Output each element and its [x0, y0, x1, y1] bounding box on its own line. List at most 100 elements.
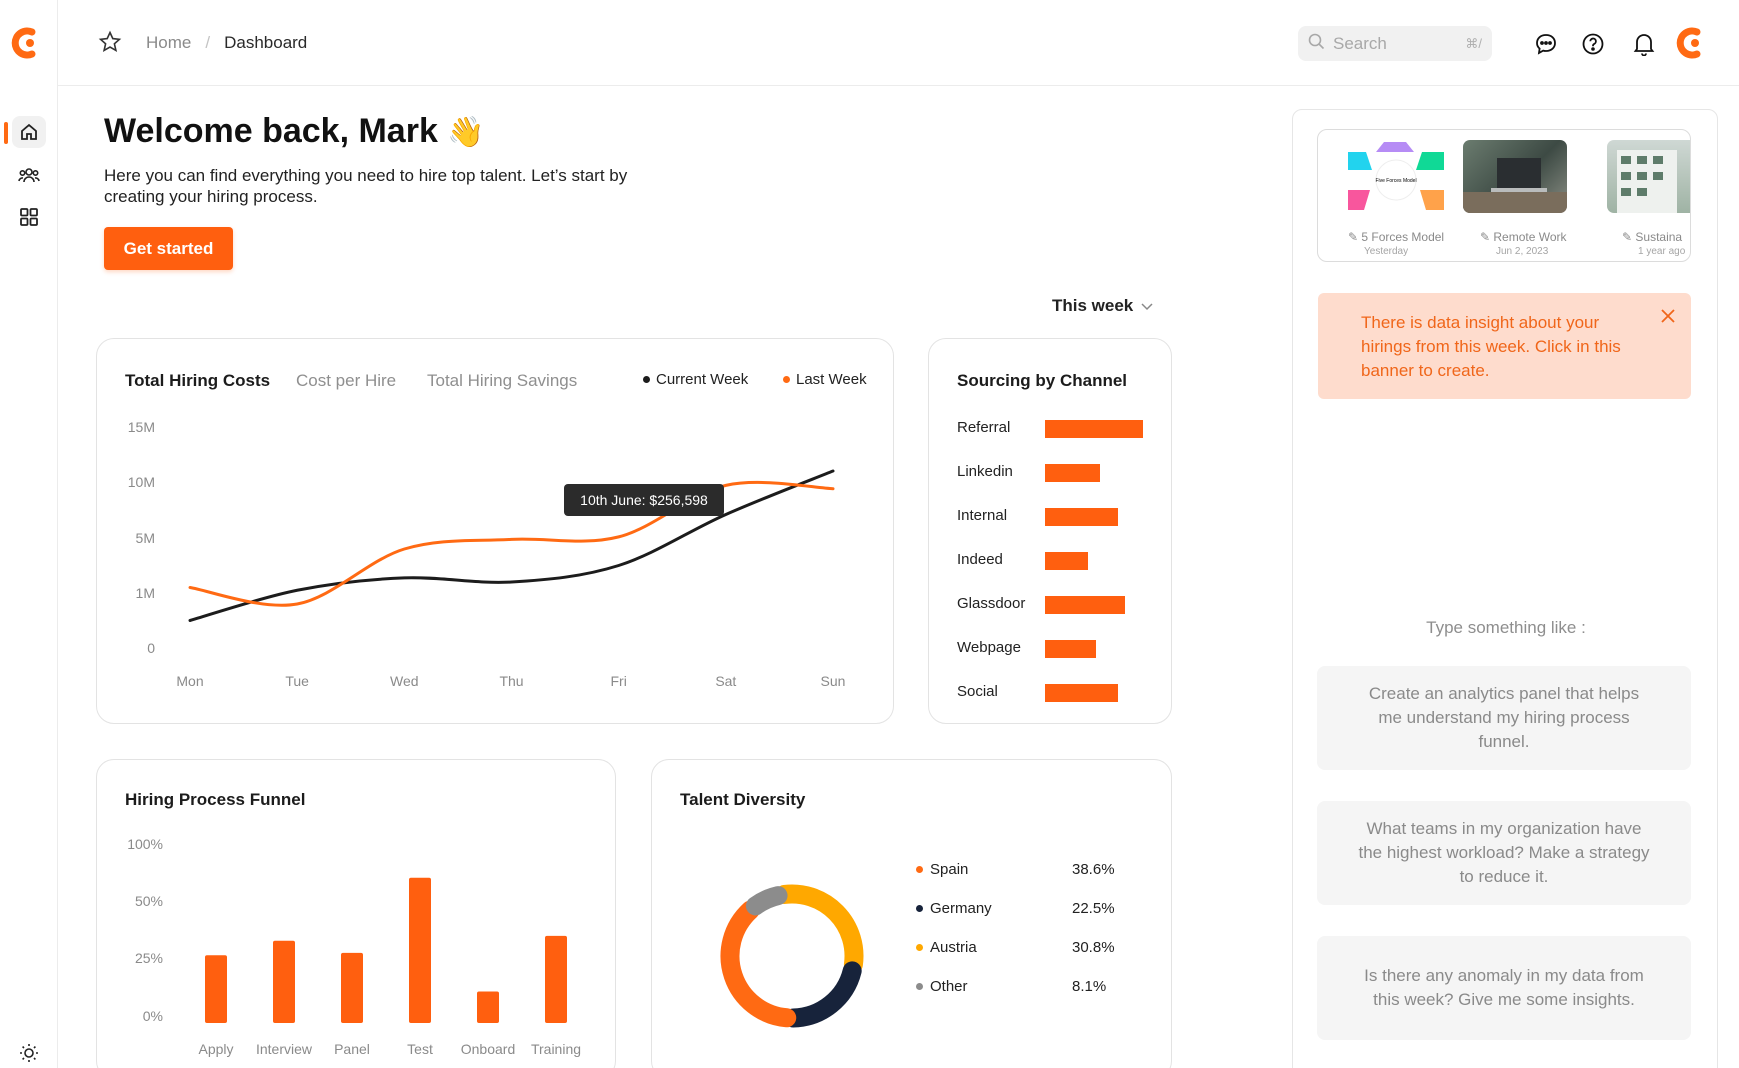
insight-text: There is data insight about your hirings…: [1361, 313, 1621, 380]
legend-value: 8.1%: [1072, 978, 1107, 995]
recent-item-date: 1 year ago: [1638, 246, 1686, 257]
home-icon[interactable]: [12, 116, 46, 148]
chevron-down-icon: [1141, 296, 1153, 316]
welcome-subtitle: Here you can find everything you need to…: [104, 166, 628, 206]
donut-slice-other: [745, 886, 788, 916]
recent-files-strip: Five Forces Model ✎ 5 Forces Model Yeste…: [1317, 129, 1691, 262]
legend-label: Spain: [930, 861, 969, 878]
recent-item-date: Jun 2, 2023: [1496, 246, 1549, 257]
channel-label: Indeed: [957, 551, 1003, 568]
page-title: Welcome back, Mark 👋: [104, 112, 485, 151]
star-icon[interactable]: [98, 30, 122, 59]
breadcrumb-current: Dashboard: [224, 33, 308, 52]
legend-label: Current Week: [656, 371, 749, 388]
insight-banner[interactable]: There is data insight about your hirings…: [1318, 293, 1691, 399]
x-tick-label: Panel: [334, 1041, 370, 1057]
y-tick-label: 10M: [128, 474, 155, 490]
breadcrumb: Home / Dashboard: [146, 33, 307, 53]
recent-item-label: ✎ Remote Work: [1480, 230, 1567, 244]
brand-logo-icon[interactable]: [10, 26, 44, 60]
thumb-sustainability[interactable]: [1607, 140, 1690, 213]
legend-value: 38.6%: [1072, 861, 1115, 878]
funnel-bar: [477, 991, 499, 1023]
diversity-title: Talent Diversity: [680, 790, 806, 809]
recent-item-date: Yesterday: [1364, 246, 1409, 257]
bell-icon[interactable]: [1630, 30, 1658, 58]
funnel-card: Hiring Process Funnel 100% 50% 25% 0% Apply I…: [96, 759, 616, 1068]
diversity-legend-item: Austria: [916, 939, 977, 956]
close-icon[interactable]: [1661, 309, 1675, 328]
tab-total-hiring-savings[interactable]: Total Hiring Savings: [427, 371, 578, 390]
nav-active-indicator: [4, 122, 8, 144]
funnel-bar: [273, 940, 295, 1023]
x-tick-label: Fri: [611, 673, 627, 689]
y-tick-label: 25%: [135, 950, 163, 966]
breadcrumb-separator: /: [205, 33, 211, 52]
funnel-title: Hiring Process Funnel: [125, 790, 306, 809]
x-tick-label: Sat: [715, 673, 736, 689]
breadcrumb-home-link[interactable]: Home: [146, 33, 192, 52]
get-started-button[interactable]: Get started: [104, 227, 233, 270]
legend-dot: [916, 983, 923, 990]
x-tick-label: Training: [531, 1041, 581, 1057]
apps-grid-icon[interactable]: [12, 201, 46, 233]
sourcing-card: Sourcing by Channel Referral Linkedin Inte…: [928, 338, 1172, 724]
series-line-current-week: [188, 469, 835, 622]
x-tick-label: Sun: [821, 673, 846, 689]
suggestion-hint: Type something like :: [1426, 618, 1586, 637]
legend-last-week: Last Week: [783, 371, 867, 388]
thumb-remote-work[interactable]: [1463, 140, 1567, 213]
y-tick-label: 0%: [143, 1008, 163, 1024]
channel-bar: [1045, 420, 1143, 438]
diversity-legend-item: Germany: [916, 900, 992, 917]
channel-bar: [1045, 684, 1118, 702]
recent-item-label: ✎ 5 Forces Model: [1348, 230, 1445, 244]
diversity-donut-chart: [720, 884, 864, 1028]
x-tick-label: Tue: [285, 673, 309, 689]
channel-label: Referral: [957, 419, 1011, 436]
search-box[interactable]: ⌘/: [1298, 26, 1492, 61]
channel-bar: [1045, 596, 1126, 614]
donut-slice-austria: [774, 884, 864, 974]
suggestion-card[interactable]: Is there any anomaly in my data from thi…: [1317, 936, 1691, 1040]
y-tick-label: 15M: [128, 419, 155, 435]
user-avatar-logo-icon[interactable]: [1675, 26, 1709, 60]
x-tick-label: Onboard: [461, 1041, 515, 1057]
legend-value: 30.8%: [1072, 939, 1115, 956]
chart-tooltip: [564, 484, 724, 516]
tab-cost-per-hire[interactable]: Cost per Hire: [296, 371, 397, 390]
help-icon[interactable]: [1579, 30, 1607, 58]
sun-icon[interactable]: [16, 1040, 42, 1066]
diversity-legend-item: Other: [916, 978, 968, 995]
legend-dot: [783, 376, 790, 383]
y-tick-label: 50%: [135, 893, 163, 909]
funnel-bar-chart: 100% 50% 25% 0% Apply Interview Panel Test Onboa…: [127, 836, 581, 1057]
diversity-legend-item: Spain: [916, 861, 968, 878]
suggestion-card[interactable]: What teams in my organization have the h…: [1317, 801, 1691, 905]
team-icon[interactable]: [12, 159, 46, 191]
suggestion-card[interactable]: Create an analytics panel that helps me …: [1317, 666, 1691, 770]
sourcing-title: Sourcing by Channel: [957, 371, 1128, 390]
sidebar: [0, 0, 58, 1068]
legend-label: Last Week: [796, 371, 867, 388]
thumb-five-forces[interactable]: Five Forces Model: [1344, 140, 1448, 213]
x-tick-label: Apply: [198, 1041, 233, 1057]
search-input[interactable]: [1333, 33, 1453, 54]
funnel-bar: [545, 935, 567, 1023]
channel-bar: [1045, 552, 1089, 570]
x-tick-label: Thu: [499, 673, 523, 689]
tab-total-hiring-costs[interactable]: Total Hiring Costs: [125, 371, 271, 390]
x-tick-label: Mon: [176, 673, 203, 689]
legend-dot: [916, 944, 923, 951]
x-tick-label: Wed: [390, 673, 419, 689]
channel-label: Linkedin: [957, 463, 1013, 480]
ai-assistant-panel: Five Forces Model ✎ 5 Forces Model Yeste…: [1292, 109, 1718, 1068]
chat-icon[interactable]: [1532, 30, 1560, 58]
legend-value: 22.5%: [1072, 900, 1115, 917]
legend-current-week: Current Week: [643, 371, 748, 388]
donut-slice-spain: [720, 900, 797, 1028]
period-selector[interactable]: This week: [1052, 296, 1153, 316]
funnel-bar: [205, 955, 227, 1023]
x-tick-label: Interview: [256, 1041, 313, 1057]
search-shortcut-hint: ⌘/: [1465, 35, 1482, 51]
